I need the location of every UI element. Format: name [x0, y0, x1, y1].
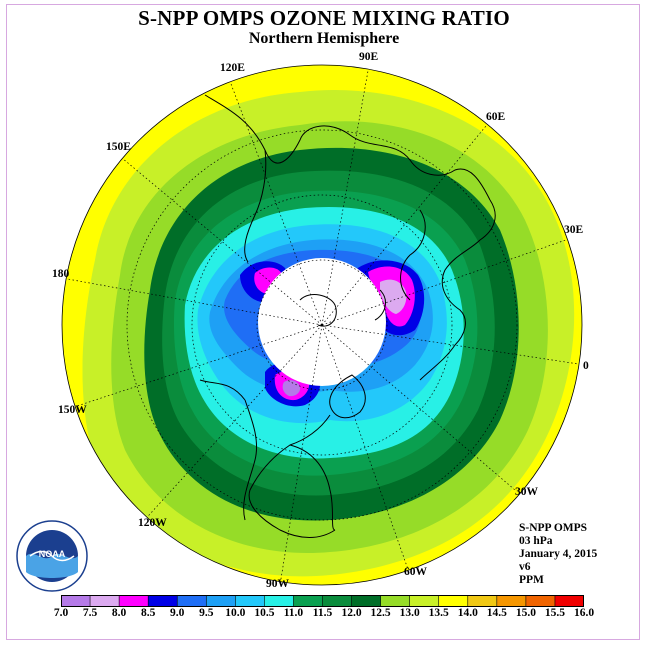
lon-label-90w: 90W	[266, 578, 289, 590]
colorbar-segment	[90, 595, 120, 607]
colorbar-label: 9.0	[170, 607, 185, 619]
map-subtitle: Northern Hemisphere	[248, 30, 400, 47]
noaa-logo-text: NOAA	[39, 549, 66, 559]
lon-label-150w: 150W	[58, 404, 87, 416]
lon-label-120e: 120E	[220, 62, 245, 74]
lon-label-90e: 90E	[359, 51, 379, 63]
lon-label-0: 0	[583, 360, 589, 372]
colorbar-segment	[206, 595, 236, 607]
figure-frame	[6, 4, 640, 640]
colorbar-label: 10.5	[254, 607, 275, 619]
map-title: S-NPP OMPS OZONE MIXING RATIO	[138, 6, 510, 30]
lon-label-180: 180	[52, 268, 70, 280]
colorbar-segment	[554, 595, 584, 607]
lon-label-120w: 120W	[138, 517, 167, 529]
colorbar-segment	[525, 595, 556, 607]
colorbar-label: 14.5	[486, 607, 507, 619]
lon-label-60w: 60W	[404, 566, 427, 578]
colorbar-segment	[467, 595, 498, 607]
colorbar-label: 15.5	[544, 607, 565, 619]
map-boundary	[61, 64, 583, 586]
info-date: January 4, 2015	[519, 548, 598, 560]
colorbar-segment	[61, 595, 91, 607]
info-version: v6	[519, 561, 531, 573]
colorbar-segment	[496, 595, 527, 607]
colorbar-segment	[177, 595, 207, 607]
colorbar-segment	[119, 595, 149, 607]
lon-label-30e: 30E	[564, 224, 584, 236]
colorbar-label: 8.0	[111, 607, 127, 619]
graticule	[62, 65, 582, 585]
product-info: S-NPP OMPS 03 hPa January 4, 2015 v6 PPM	[519, 522, 597, 587]
lon-label-30w: 30W	[515, 486, 538, 498]
colorbar	[61, 595, 584, 607]
colorbar-label: 13.5	[428, 607, 449, 619]
colorbar-segment	[235, 595, 265, 607]
info-instrument: S-NPP OMPS	[519, 522, 588, 534]
colorbar-segment	[322, 595, 353, 607]
colorbar-segment	[380, 595, 411, 607]
info-level: 03 hPa	[519, 535, 553, 547]
colorbar-label: 7.0	[53, 607, 69, 619]
colorbar-segment	[409, 595, 440, 607]
colorbar-label: 15.0	[515, 607, 536, 619]
colorbar-segment	[351, 595, 382, 607]
colorbar-label: 12.5	[370, 607, 391, 619]
noaa-logo: NOAA	[16, 520, 88, 592]
colorbar-label: 11.5	[312, 607, 333, 619]
colorbar-label: 8.5	[140, 607, 156, 619]
colorbar-label: 7.5	[82, 607, 98, 619]
colorbar-label: 9.5	[199, 607, 214, 619]
colorbar-label: 12.0	[341, 607, 362, 619]
colorbar-label: 13.0	[399, 607, 420, 619]
coastlines	[199, 94, 496, 538]
colorbar-segment	[148, 595, 178, 607]
colorbar-segment	[264, 595, 294, 607]
lon-label-60e: 60E	[486, 111, 506, 123]
colorbar-label: 10.0	[225, 607, 246, 619]
contour-7-5-east	[380, 279, 407, 314]
colorbar-label: 16.0	[573, 607, 595, 619]
colorbar-segment	[293, 595, 323, 607]
colorbar-label: 11.0	[283, 607, 304, 619]
no-data-region	[258, 258, 386, 386]
lon-label-150e: 150E	[106, 141, 131, 153]
colorbar-label: 14.0	[457, 607, 478, 619]
info-units: PPM	[519, 574, 544, 586]
colorbar-segment	[438, 595, 469, 607]
